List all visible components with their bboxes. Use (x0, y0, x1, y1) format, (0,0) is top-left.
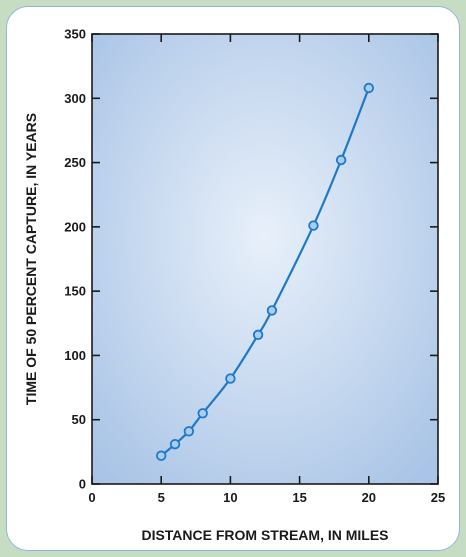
x-tick-label: 15 (292, 490, 306, 505)
data-point (155, 450, 167, 461)
y-tick-label: 100 (64, 348, 86, 363)
data-point (225, 373, 236, 384)
y-tick-label: 200 (64, 219, 86, 234)
data-point (252, 329, 264, 341)
y-tick-label: 250 (64, 155, 86, 170)
plot-area (92, 34, 438, 484)
y-axis-title: TIME OF 50 PERCENT CAPTURE, IN YEARS (23, 113, 39, 405)
x-tick-label: 5 (158, 490, 165, 505)
x-tick-label: 10 (223, 490, 237, 505)
x-tick-label: 0 (88, 490, 95, 505)
data-point (363, 82, 375, 94)
plot-frame (91, 33, 439, 485)
data-point (335, 154, 347, 166)
data-point (183, 426, 195, 437)
y-tick-label: 150 (64, 284, 86, 299)
data-point (197, 408, 208, 419)
data-point (308, 220, 319, 231)
y-tick-label: 350 (64, 27, 86, 42)
y-tick-label: 0 (79, 477, 86, 492)
series-line (160, 87, 370, 457)
x-axis-title: DISTANCE FROM STREAM, IN MILES (141, 527, 388, 543)
y-tick-label: 50 (72, 412, 86, 427)
x-tick-label: 25 (431, 490, 445, 505)
y-tick-label: 300 (64, 91, 86, 106)
data-layer (155, 82, 375, 461)
data-point (169, 438, 181, 450)
x-tick-label: 20 (362, 490, 376, 505)
data-point (266, 305, 278, 316)
